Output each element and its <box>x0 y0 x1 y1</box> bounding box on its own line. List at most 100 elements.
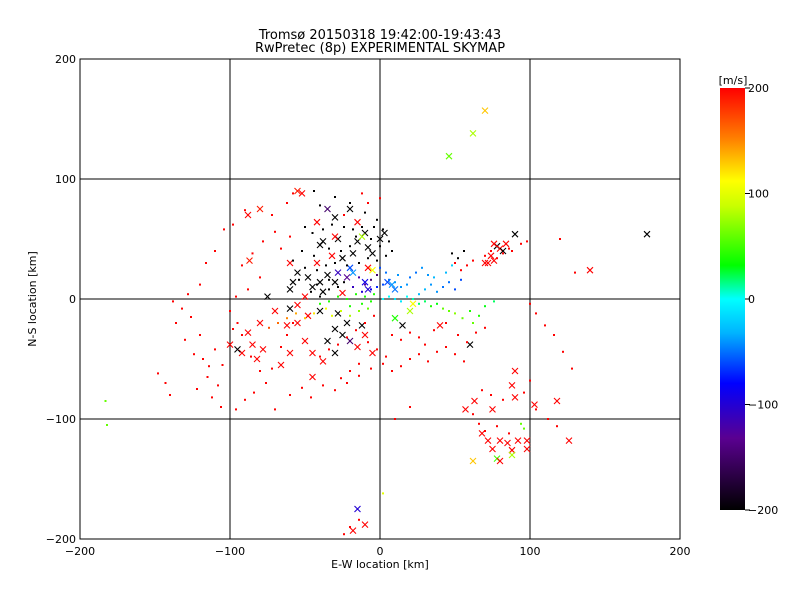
data-point-dot <box>415 271 417 274</box>
data-point-dot <box>463 360 465 363</box>
data-point-x <box>462 406 469 413</box>
data-point-dot <box>313 312 315 315</box>
data-point-x <box>531 401 538 408</box>
data-point-dot <box>388 240 390 243</box>
y-axis-label: N-S location [km] <box>26 251 39 347</box>
data-point-dot <box>328 247 330 250</box>
data-point-x <box>294 301 301 309</box>
data-point-x <box>643 230 651 238</box>
chart-subtitle: RwPretec (8p) EXPERIMENTAL SKYMAP <box>255 41 505 56</box>
data-point-dot <box>310 396 312 399</box>
data-point-dot <box>364 322 366 324</box>
data-point-dot <box>298 278 300 281</box>
data-point-dot <box>265 382 267 384</box>
data-point-dot <box>358 374 360 377</box>
data-point-dot <box>520 242 522 245</box>
data-point-dot <box>220 406 222 408</box>
data-point-x <box>244 329 252 336</box>
data-point-dot <box>571 367 573 370</box>
data-point-dot <box>469 310 471 312</box>
data-point-dot <box>400 286 402 288</box>
data-point-dot <box>104 400 107 402</box>
data-point-dot <box>445 346 447 348</box>
data-point-dot <box>208 365 210 368</box>
data-point-dot <box>409 406 411 408</box>
data-point-x <box>301 293 309 300</box>
data-point-dot <box>466 264 468 267</box>
data-point-dot <box>466 341 468 344</box>
data-point-dot <box>358 362 360 365</box>
data-point-dot <box>268 326 270 329</box>
data-point-dot <box>370 278 372 281</box>
data-point-dot <box>376 218 378 221</box>
data-point-x <box>469 130 477 137</box>
data-point-dot <box>394 418 396 420</box>
data-point-dot <box>361 302 363 305</box>
data-point-dot <box>292 322 294 324</box>
data-point-dot <box>472 322 474 324</box>
data-point-dot <box>301 386 303 389</box>
y-tick-label: −200 <box>46 533 76 546</box>
data-point-dot <box>337 286 339 288</box>
data-point-dot <box>202 358 204 360</box>
data-point-x <box>286 305 294 312</box>
data-point-dot <box>559 238 561 240</box>
data-point-dot <box>236 322 239 324</box>
data-point-dot <box>346 264 348 267</box>
data-point-x <box>511 230 519 238</box>
data-point-dot <box>274 230 276 233</box>
data-point-x <box>339 331 346 339</box>
data-point-x <box>406 307 414 315</box>
data-point-dot <box>172 300 174 303</box>
data-point-dot <box>187 293 189 296</box>
data-point-x <box>496 457 504 465</box>
data-point-x <box>238 349 246 357</box>
data-point-x <box>436 322 444 329</box>
data-point-x <box>289 278 297 286</box>
data-point-x <box>324 337 331 345</box>
data-point-dot <box>523 391 525 394</box>
data-point-dot <box>199 283 201 286</box>
data-point-x <box>328 252 336 260</box>
data-point-x <box>496 437 504 444</box>
data-point-x <box>301 337 309 345</box>
data-point-dot <box>355 329 357 332</box>
data-point-dot <box>337 295 339 298</box>
data-point-dot <box>370 300 372 303</box>
data-point-dot <box>235 408 237 411</box>
data-point-dot <box>454 353 456 356</box>
data-point-dot <box>367 341 369 344</box>
data-point-x <box>369 349 376 357</box>
data-point-dot <box>313 254 315 257</box>
data-point-dot <box>376 274 378 276</box>
data-point-dot <box>544 324 546 327</box>
data-point-dot <box>251 252 254 255</box>
data-point-dot <box>343 281 345 284</box>
y-tick-label: 200 <box>55 53 76 66</box>
data-point-x <box>256 319 264 327</box>
data-point-dot <box>370 238 372 240</box>
data-point-x <box>244 211 252 219</box>
data-point-x <box>271 307 279 315</box>
data-point-dot <box>292 259 294 262</box>
data-point-x <box>508 451 516 459</box>
data-point-dot <box>448 281 450 284</box>
data-point-x <box>565 437 573 444</box>
data-point-dot <box>430 305 432 308</box>
data-point-dot <box>457 257 459 260</box>
data-point-dot <box>328 278 330 281</box>
data-point-dot <box>319 302 321 305</box>
data-point-x <box>499 247 507 255</box>
data-point-dot <box>406 295 408 298</box>
data-point-dot <box>574 271 576 274</box>
data-point-dot <box>361 290 363 293</box>
data-point-dot <box>472 259 474 262</box>
data-point-dot <box>193 353 195 356</box>
data-point-dot <box>313 190 315 192</box>
y-tick-label: −100 <box>46 413 76 426</box>
data-point-dot <box>427 360 429 363</box>
data-point-dot <box>244 209 246 212</box>
data-point-dot <box>400 365 402 368</box>
data-point-dot <box>484 254 486 257</box>
data-point-x <box>502 240 510 248</box>
